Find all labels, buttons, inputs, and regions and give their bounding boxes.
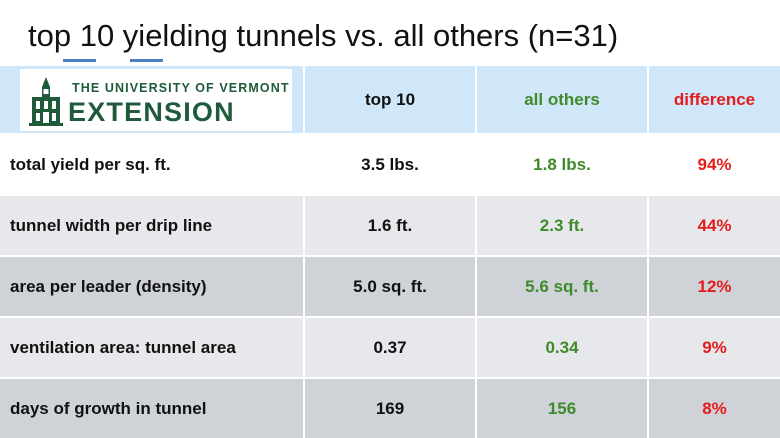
table-row: total yield per sq. ft. 3.5 lbs. 1.8 lbs…: [0, 133, 780, 195]
table-row: tunnel width per drip line 1.6 ft. 2.3 f…: [0, 194, 780, 256]
others-value: 0.34: [476, 316, 649, 378]
table-header-row: THE UNIVERSITY OF VERMONT EXTENSION top …: [0, 66, 780, 134]
difference-value: 9%: [648, 316, 780, 378]
row-label: area per leader (density): [0, 255, 305, 317]
top10-value: 0.37: [304, 316, 477, 378]
others-value: 156: [476, 377, 649, 438]
others-value: 2.3 ft.: [476, 194, 649, 256]
table-row: area per leader (density) 5.0 sq. ft. 5.…: [0, 255, 780, 317]
header-difference: difference: [648, 66, 780, 134]
others-value: 5.6 sq. ft.: [476, 255, 649, 317]
university-building-icon: [26, 74, 66, 127]
difference-value: 94%: [648, 133, 780, 195]
top10-value: 169: [304, 377, 477, 438]
title-underline-mark: [63, 59, 96, 62]
comparison-table: THE UNIVERSITY OF VERMONT EXTENSION top …: [0, 66, 780, 438]
difference-value: 12%: [648, 255, 780, 317]
row-label: total yield per sq. ft.: [0, 133, 305, 195]
header-top10: top 10: [304, 66, 477, 134]
difference-value: 8%: [648, 377, 780, 438]
difference-value: 44%: [648, 194, 780, 256]
top10-value: 3.5 lbs.: [304, 133, 477, 195]
top10-value: 5.0 sq. ft.: [304, 255, 477, 317]
table-row: days of growth in tunnel 169 156 8%: [0, 377, 780, 438]
slide-title: top 10 yielding tunnels vs. all others (…: [28, 18, 619, 53]
row-label: tunnel width per drip line: [0, 194, 305, 256]
others-value: 1.8 lbs.: [476, 133, 649, 195]
table-row: ventilation area: tunnel area 0.37 0.34 …: [0, 316, 780, 378]
row-label: days of growth in tunnel: [0, 377, 305, 438]
logo-university-text: THE UNIVERSITY OF VERMONT: [72, 80, 290, 95]
logo-cell: THE UNIVERSITY OF VERMONT EXTENSION: [0, 66, 305, 134]
row-label: ventilation area: tunnel area: [0, 316, 305, 378]
logo-extension-text: EXTENSION: [68, 96, 235, 127]
uvm-extension-logo: THE UNIVERSITY OF VERMONT EXTENSION: [20, 68, 292, 131]
top10-value: 1.6 ft.: [304, 194, 477, 256]
header-all-others: all others: [476, 66, 649, 134]
title-underline-mark: [130, 59, 163, 62]
